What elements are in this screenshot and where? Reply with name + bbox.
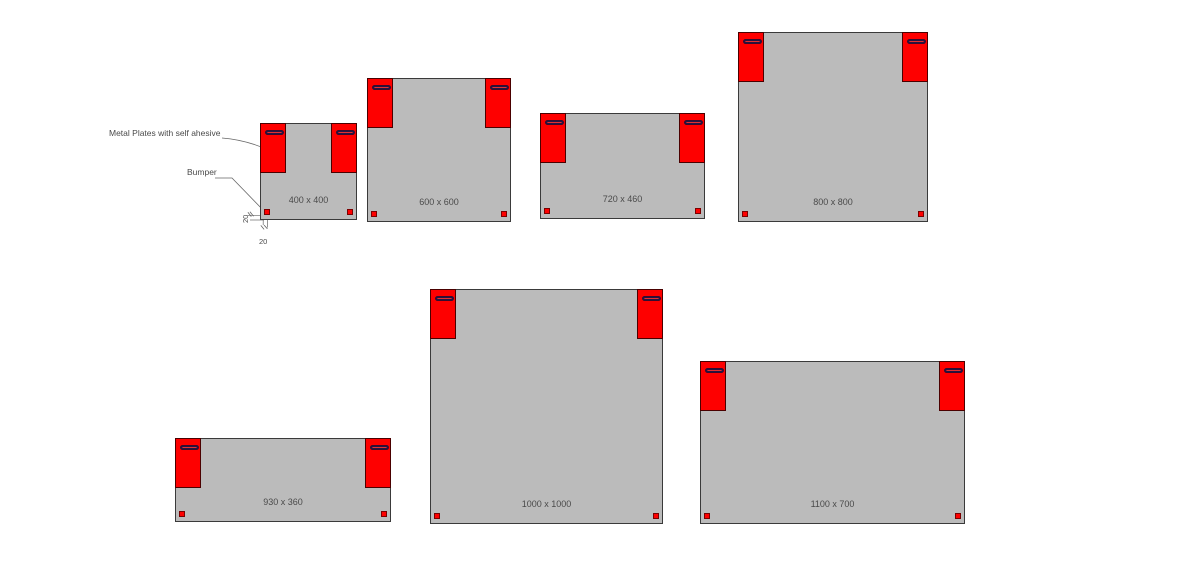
svg-text:20: 20 xyxy=(259,237,267,246)
svg-text:20: 20 xyxy=(241,215,250,223)
